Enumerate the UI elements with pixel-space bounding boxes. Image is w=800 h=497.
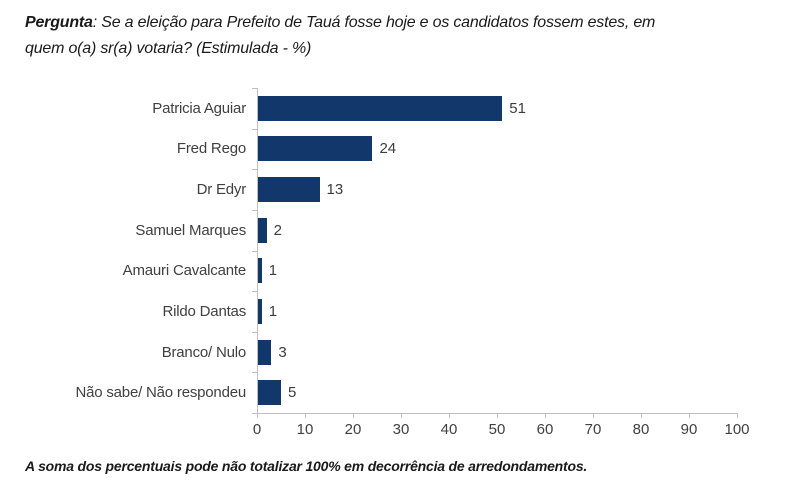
question-title-line2: quem o(a) sr(a) votaria? (Estimulada - %…: [25, 40, 312, 57]
bar-track: 1: [257, 291, 738, 332]
value-label: 2: [273, 221, 282, 239]
y-axis-tick: [252, 88, 257, 89]
y-axis-tick: [252, 291, 257, 292]
value-label: 51: [509, 99, 526, 117]
y-axis-tick: [252, 332, 257, 333]
x-axis-tick: [257, 413, 258, 418]
bar: [257, 177, 320, 203]
bar-track: 13: [257, 169, 738, 210]
x-axis-tick: [593, 413, 594, 418]
bar-row: Rildo Dantas 1: [20, 291, 780, 332]
bar: [257, 258, 262, 284]
y-axis-tick: [252, 251, 257, 252]
x-axis-tick-label: 100: [724, 421, 750, 438]
bar-row: Dr Edyr 13: [20, 169, 780, 210]
value-label: 1: [268, 262, 278, 280]
bar: [257, 95, 503, 121]
y-axis-tick: [252, 129, 257, 130]
category-label: Não sabe/ Não respondeu: [75, 384, 246, 402]
bar-row: Patricia Aguiar 51: [20, 88, 780, 129]
bar: [257, 339, 272, 365]
y-axis-tick: [252, 210, 257, 211]
category-label: Fred Rego: [176, 140, 246, 158]
x-axis-tick-label: 0: [252, 421, 262, 438]
bar-chart: Patricia Aguiar 51 Fred Rego 24 Dr Edyr …: [20, 88, 780, 448]
category-label: Amauri Cavalcante: [122, 262, 247, 280]
x-axis-tick: [305, 413, 306, 418]
x-axis-tick-label: 80: [632, 421, 650, 438]
question-title: Pergunta: Se a eleição para Prefeito de …: [25, 10, 775, 62]
x-axis-tick: [545, 413, 546, 418]
bar: [257, 217, 267, 243]
bar-track: 24: [257, 129, 738, 170]
y-axis-line: [257, 88, 258, 414]
value-label: 24: [379, 140, 397, 158]
x-axis-tick-label: 90: [680, 421, 698, 438]
bar-track: 5: [257, 372, 738, 413]
y-axis-tick: [252, 413, 257, 414]
bar-rows: Patricia Aguiar 51 Fred Rego 24 Dr Edyr …: [20, 88, 780, 413]
bar: [257, 380, 282, 406]
bar-track: 2: [257, 210, 738, 251]
value-label: 3: [278, 343, 287, 361]
question-title-lead: Pergunta: [25, 14, 93, 31]
x-axis-tick-label: 70: [584, 421, 602, 438]
x-axis-tick-label: 50: [488, 421, 506, 438]
x-axis-tick: [353, 413, 354, 418]
x-axis-tick-label: 60: [536, 421, 554, 438]
bar-track: 3: [257, 332, 738, 373]
category-label: Rildo Dantas: [162, 302, 247, 320]
bar-row: Amauri Cavalcante 1: [20, 251, 780, 292]
category-label: Dr Edyr: [196, 181, 247, 199]
category-label: Patricia Aguiar: [152, 99, 246, 117]
x-axis-tick-label: 30: [392, 421, 410, 438]
bar: [257, 298, 262, 324]
category-label: Branco/ Nulo: [161, 343, 247, 361]
x-axis-tick: [497, 413, 498, 418]
x-axis-tick: [689, 413, 690, 418]
bar-row: Samuel Marques 2: [20, 210, 780, 251]
bar-row: Branco/ Nulo 3: [20, 332, 780, 373]
footer-disclaimer: A soma dos percentuais pode não totaliza…: [25, 458, 588, 474]
x-axis-tick-label: 20: [344, 421, 362, 438]
x-axis-tick: [737, 413, 738, 418]
bar-row: Não sabe/ Não respondeu 5: [20, 372, 780, 413]
question-title-line1: : Se a eleição para Prefeito de Tauá fos…: [92, 14, 656, 31]
y-axis-tick: [252, 372, 257, 373]
bar: [257, 136, 373, 162]
x-axis-tick: [641, 413, 642, 418]
bar-track: 1: [257, 251, 738, 292]
x-axis-tick-label: 10: [296, 421, 314, 438]
value-label: 1: [268, 302, 278, 320]
value-label: 5: [288, 384, 297, 402]
x-axis-tick-label: 40: [440, 421, 458, 438]
category-label: Samuel Marques: [135, 221, 246, 239]
x-axis-tick: [401, 413, 402, 418]
value-label: 13: [326, 181, 344, 199]
bar-track: 51: [257, 88, 738, 129]
bar-row: Fred Rego 24: [20, 129, 780, 170]
x-axis-tick: [449, 413, 450, 418]
y-axis-tick: [252, 169, 257, 170]
